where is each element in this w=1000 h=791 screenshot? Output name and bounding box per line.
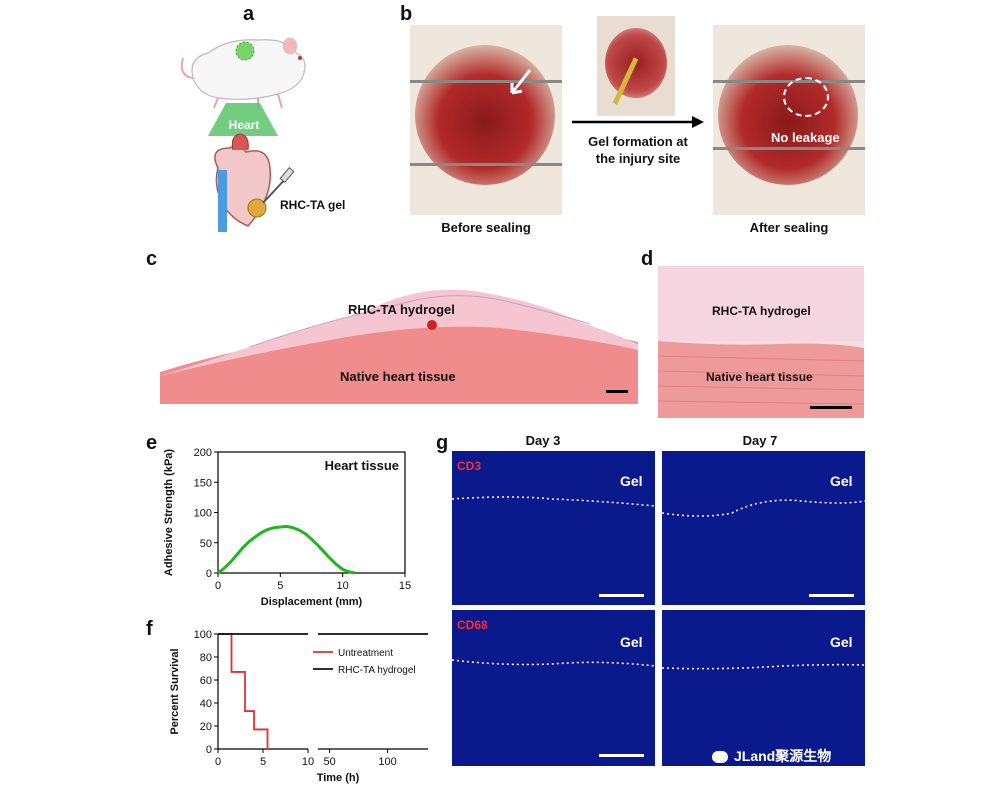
no-leakage-label: No leakage — [771, 130, 840, 145]
x-axis-label-f: Time (h) — [317, 772, 360, 784]
panel-a-illustration: Heart — [178, 18, 318, 238]
hydrogel-label-d: RHC-TA hydrogel — [712, 304, 811, 318]
tissue-label-c: Native heart tissue — [340, 369, 456, 384]
y-tick-label-e: 0 — [206, 568, 212, 580]
watermark: JLand聚源生物 — [712, 746, 831, 766]
y-tick-label-f: 100 — [194, 629, 212, 641]
fluor-cd3-day3: CD3 Gel — [452, 451, 655, 605]
arrow-icon — [510, 69, 532, 95]
scale-bar-g2 — [809, 594, 854, 597]
tissue-label-d: Native heart tissue — [706, 370, 813, 384]
x-tick-label-e: 15 — [399, 580, 411, 592]
x-tick-label-f: 50 — [323, 756, 335, 768]
y-axis-label-f: Percent Survival — [169, 648, 181, 734]
y-tick-label-f: 60 — [200, 675, 212, 687]
gel-label-cd3-day7: Gel — [830, 473, 853, 489]
legend-hydrogel-label: RHC-TA hydrogel — [338, 665, 416, 676]
gel-formation-label-2: the injury site — [595, 151, 681, 166]
gel-formation-label-1: Gel formation at — [588, 134, 688, 149]
rat-heart-illustration: Heart — [180, 37, 306, 232]
x-tick-label-e: 10 — [337, 580, 349, 592]
y-tick-label-f: 20 — [200, 721, 212, 733]
legend-untreatment-label: Untreatment — [338, 648, 393, 659]
gel-label-cd68-day7: Gel — [830, 634, 853, 650]
chart-e-annotation: Heart tissue — [325, 458, 399, 473]
scale-bar-g3 — [599, 754, 644, 757]
panel-letter-b: b — [400, 3, 413, 25]
y-tick-label-f: 40 — [200, 698, 212, 710]
fluor-cd68-day3: CD68 Gel — [452, 610, 655, 766]
x-tick-label-f: 10 — [302, 756, 314, 768]
panel-letter-a: a — [243, 3, 255, 25]
fluor-cd68-day7: Gel — [662, 610, 865, 766]
sealed-site-circle — [783, 77, 829, 117]
before-sealing-photo — [410, 25, 562, 215]
day7-label: Day 7 — [742, 433, 778, 448]
y-tick-label-e: 50 — [200, 538, 212, 550]
histology-d-image — [658, 266, 864, 418]
process-arrow-icon — [572, 116, 704, 128]
panel-letter-c: c — [146, 248, 158, 270]
hydrogel-label-c: RHC-TA hydrogel — [348, 302, 455, 317]
untreatment-line — [218, 633, 269, 749]
gel-label-cd3-day3: Gel — [620, 473, 643, 489]
panel-letter-e: e — [146, 432, 158, 454]
x-tick-label-f: 100 — [378, 756, 396, 768]
chart-f: 020406080100051050100150UntreatmentRHC-T… — [169, 629, 428, 784]
x-axis-label-e: Displacement (mm) — [261, 596, 363, 608]
histology-c-image — [160, 289, 638, 404]
panel-c-histology: RHC-TA hydrogel Native heart tissue — [160, 262, 638, 404]
panel-letter-d: d — [641, 248, 654, 270]
y-axis-label-e: Adhesive Strength (kPa) — [163, 449, 175, 576]
y-tick-label-e: 150 — [194, 477, 212, 489]
heart-label: Heart — [229, 118, 260, 132]
y-tick-label-f: 80 — [200, 652, 212, 664]
adhesion-line — [217, 524, 356, 575]
before-sealing-label: Before sealing — [441, 220, 531, 235]
y-tick-label-e: 200 — [194, 447, 212, 459]
x-tick-label-f: 5 — [260, 756, 266, 768]
after-sealing-label: After sealing — [749, 220, 829, 235]
panel-letter-g: g — [436, 432, 449, 454]
cd68-label-day3: CD68 — [457, 618, 488, 632]
scale-bar-d — [810, 406, 852, 409]
cd3-label-day3: CD3 — [457, 459, 482, 473]
fluor-cd3-day7: Gel — [662, 451, 865, 605]
x-tick-label-e: 5 — [277, 580, 283, 592]
chart-e: 0 50 100 150 200 0 5 10 15 Heart tissue Displaceme… — [163, 447, 411, 608]
gel-label-cd68-day3: Gel — [620, 634, 643, 650]
after-sealing-photo: No leakage — [713, 25, 865, 215]
wechat-icon — [712, 751, 728, 764]
y-tick-label-f: 0 — [206, 744, 212, 756]
day3-label: Day 3 — [525, 433, 561, 448]
scale-bar-c — [606, 390, 628, 393]
y-tick-label-e: 100 — [194, 508, 212, 520]
scale-bar-g1 — [599, 594, 644, 597]
x-tick-label-f: 0 — [215, 756, 221, 768]
gel-formation-photo — [597, 16, 675, 116]
rhc-ta-gel-label: RHC-TA gel — [280, 198, 346, 212]
panel-d-histology: RHC-TA hydrogel Native heart tissue — [658, 266, 864, 418]
x-tick-label-e: 0 — [215, 580, 221, 592]
panel-letter-f: f — [146, 618, 153, 640]
